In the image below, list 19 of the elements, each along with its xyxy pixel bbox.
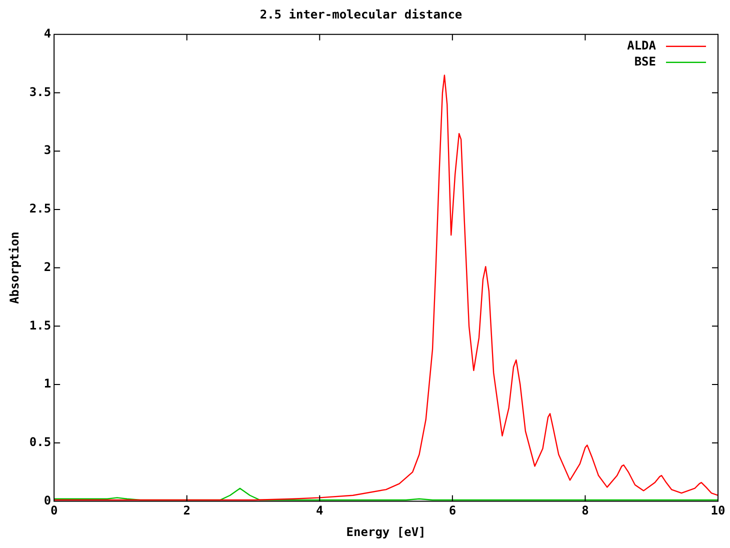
y-axis-title: Absorption [7,232,22,304]
y-tick-label: 3.5 [29,84,52,99]
x-tick-label: 8 [582,504,589,518]
chart-title: 2.5 inter-molecular distance [260,7,462,22]
y-tick-label: 2 [44,260,52,274]
y-tick-label: 1 [44,376,52,391]
y-tick-label: 0.5 [29,434,52,449]
y-tick-label: 0 [44,493,52,508]
x-tick-label: 10 [710,504,726,518]
y-tick-label: 1.5 [29,318,52,332]
y-tick-label: 2.5 [29,202,52,216]
x-tick-label: 2 [183,504,190,518]
legend-label: ALDA [627,38,657,53]
x-tick-label: 6 [448,504,456,518]
legend-label: BSE [634,54,656,69]
y-tick-label: 4 [44,26,52,41]
y-tick-label: 3 [44,143,52,158]
x-axis-title: Energy [eV] [346,524,426,539]
x-tick-label: 4 [316,504,324,518]
